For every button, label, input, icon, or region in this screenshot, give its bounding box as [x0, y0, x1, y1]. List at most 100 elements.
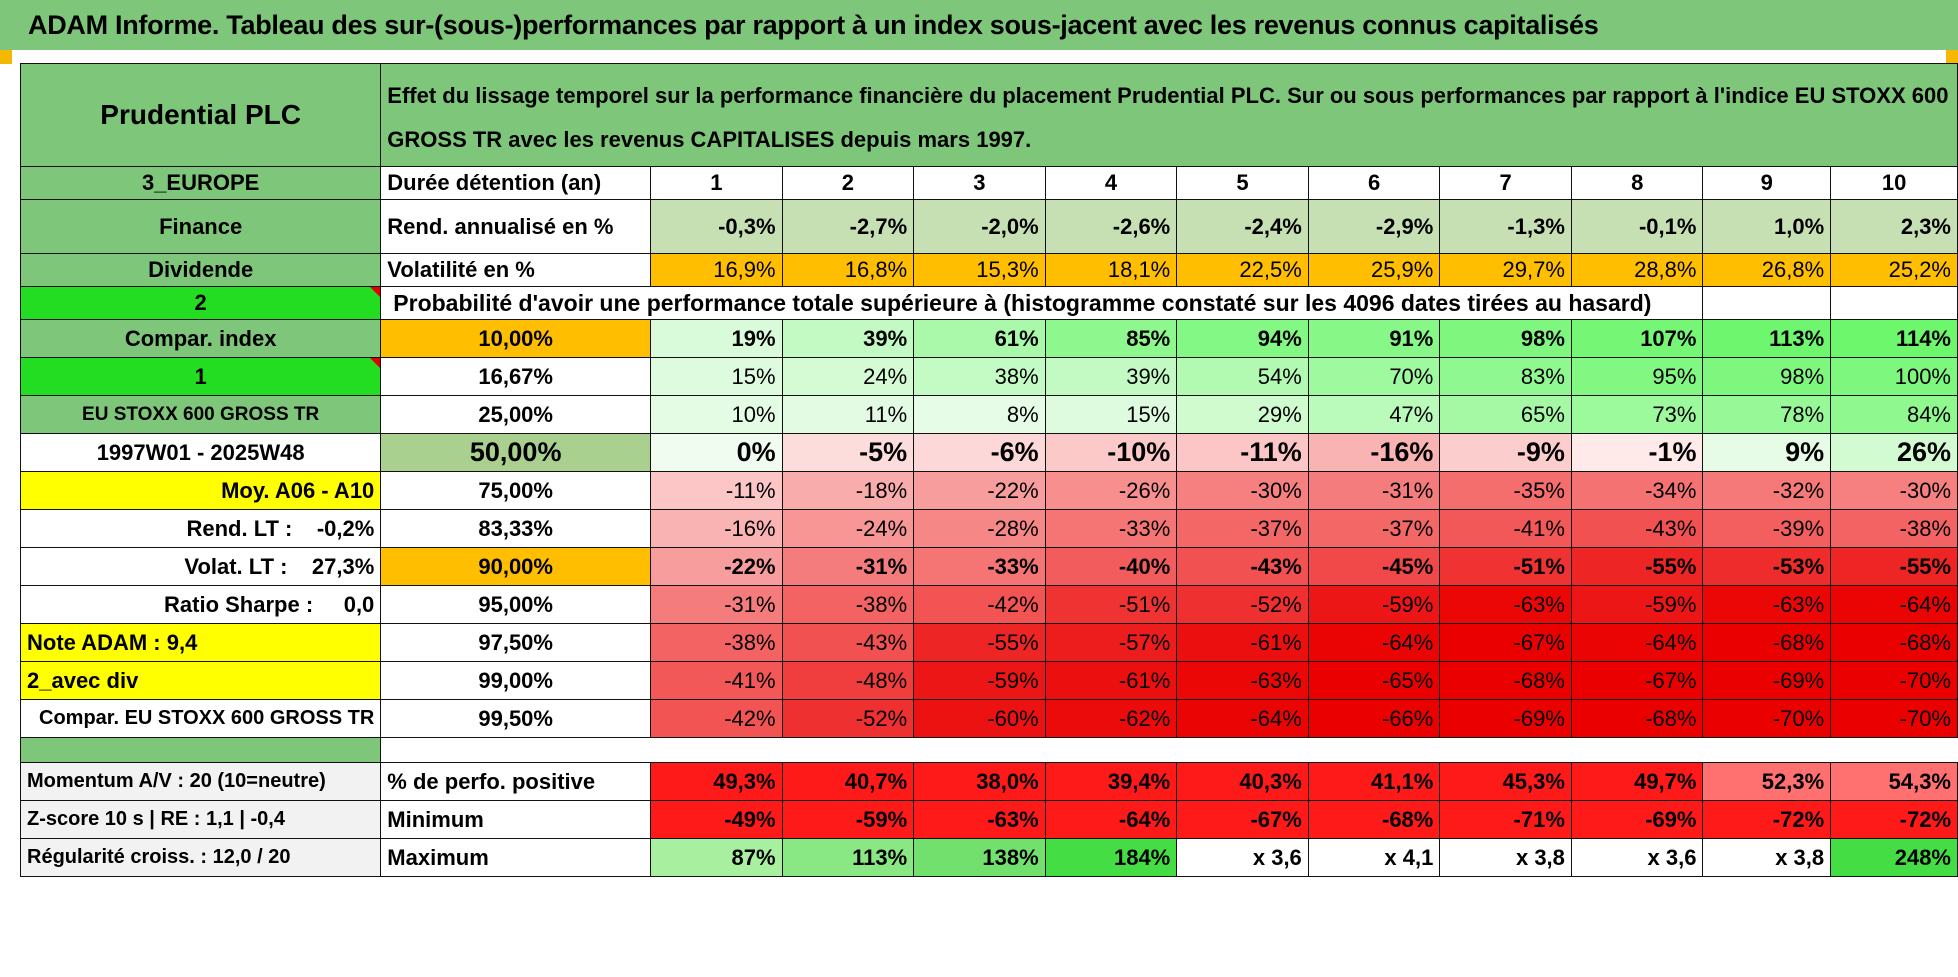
quantile-cell-4-7: -9%	[1439, 433, 1572, 472]
quantile-cell-11-8: -68%	[1570, 699, 1704, 738]
quantile-cell-8-2: -38%	[781, 585, 915, 624]
code-2: 1	[19, 357, 382, 396]
vol-cell-1: 16,9%	[650, 253, 783, 287]
vol-cell-10: 25,2%	[1830, 253, 1958, 287]
quantile-cell-10-5: -63%	[1176, 661, 1309, 700]
quantile-cell-6-7: -41%	[1439, 509, 1572, 548]
rend-lt-label: Rend. LT : -0,2%	[19, 509, 382, 548]
quantile-cell-4-6: -16%	[1307, 433, 1441, 472]
proba-empty-2	[1830, 286, 1958, 320]
quantile-cell-1-10: 114%	[1830, 319, 1958, 358]
quantile-cell-7-8: -55%	[1570, 547, 1704, 586]
quantile-cell-7-5: -43%	[1176, 547, 1309, 586]
rend-cell-10: 2,3%	[1830, 199, 1958, 254]
quantile-label-10: 99,00%	[380, 661, 652, 700]
sector-label: Finance	[19, 199, 382, 254]
quantile-cell-5-9: -32%	[1702, 471, 1832, 510]
quantile-cell-11-7: -69%	[1439, 699, 1572, 738]
quantile-row-3: EU STOXX 600 GROSS TR 25,00% 10% 11% 8% 15% 29…	[19, 395, 1958, 434]
quantile-cell-1-5: 94%	[1176, 319, 1309, 358]
quantile-cell-5-7: -35%	[1439, 471, 1572, 510]
quantile-cell-7-6: -45%	[1307, 547, 1441, 586]
quantile-row-2: 1 16,67% 15% 24% 38% 39% 54% 70% 83% 95% 98% 100%	[19, 357, 1958, 396]
period-label: 1997W01 - 2025W48	[19, 433, 382, 472]
pct-cell-8: 49,7%	[1570, 762, 1704, 801]
quantile-cell-9-7: -67%	[1439, 623, 1572, 662]
report-banner: ADAM Informe. Tableau des sur-(sous-)per…	[0, 0, 1958, 50]
quantile-cell-8-6: -59%	[1307, 585, 1441, 624]
quantile-cell-3-3: 8%	[913, 395, 1046, 434]
moy-label: Moy. A06 - A10	[19, 471, 382, 510]
spacer-row	[19, 737, 1958, 763]
avec-div-label: 2_avec div	[19, 661, 382, 700]
years-row: 3_EUROPE Durée détention (an) 1 2 3 4 5 6 7 8 9 10	[19, 166, 1958, 200]
year-header-10: 10	[1830, 166, 1958, 200]
quantile-cell-1-8: 107%	[1570, 319, 1704, 358]
quantile-cell-8-5: -52%	[1176, 585, 1309, 624]
min-cell-4: -64%	[1044, 800, 1178, 839]
year-header-2: 2	[781, 166, 915, 200]
quantile-cell-10-1: -41%	[650, 661, 783, 700]
quantile-label-1: 10,00%	[380, 319, 652, 358]
quantile-cell-1-4: 85%	[1044, 319, 1178, 358]
minimum-label: Minimum	[380, 800, 652, 839]
quantile-cell-10-2: -48%	[781, 661, 915, 700]
quantile-cell-2-2: 24%	[781, 357, 915, 396]
year-header-3: 3	[913, 166, 1046, 200]
quantile-cell-2-3: 38%	[913, 357, 1046, 396]
quantile-row-11: Compar. EU STOXX 600 GROSS TR 99,50% -42% -…	[19, 699, 1958, 738]
maximum-label: Maximum	[380, 838, 652, 877]
quantile-cell-3-10: 84%	[1830, 395, 1958, 434]
quantile-cell-8-8: -59%	[1570, 585, 1704, 624]
year-header-8: 8	[1570, 166, 1704, 200]
quantile-cell-6-5: -37%	[1176, 509, 1309, 548]
vol-cell-6: 25,9%	[1307, 253, 1441, 287]
min-cell-7: -71%	[1439, 800, 1572, 839]
min-cell-2: -59%	[781, 800, 915, 839]
max-cell-9: x 3,8	[1702, 838, 1832, 877]
quantile-cell-5-8: -34%	[1570, 471, 1704, 510]
proba-empty-1	[1702, 286, 1832, 320]
quantile-row-7: Volat. LT : 27,3% 90,00% -22% -31% -33% -40% -…	[19, 547, 1958, 586]
quantile-cell-9-8: -64%	[1570, 623, 1704, 662]
quantile-cell-9-3: -55%	[913, 623, 1046, 662]
max-cell-3: 138%	[913, 838, 1046, 877]
zscore-label: Z-score 10 s | RE : 1,1 | -0,4	[19, 800, 382, 839]
compar-index-label: Compar. index	[19, 319, 382, 358]
quantile-cell-8-1: -31%	[650, 585, 783, 624]
quantile-row-8: Ratio Sharpe : 0,0 95,00% -31% -38% -42% -51%…	[19, 585, 1958, 624]
quantile-label-9: 97,50%	[380, 623, 652, 662]
quantile-cell-8-7: -63%	[1439, 585, 1572, 624]
rend-cell-3: -2,0%	[913, 199, 1046, 254]
max-cell-8: x 3,6	[1570, 838, 1704, 877]
quantile-cell-6-4: -33%	[1044, 509, 1178, 548]
quantile-cell-2-10: 100%	[1830, 357, 1958, 396]
year-header-6: 6	[1307, 166, 1441, 200]
quantile-cell-7-9: -53%	[1702, 547, 1832, 586]
rend-cell-1: -0,3%	[650, 199, 783, 254]
quantile-cell-2-8: 95%	[1570, 357, 1704, 396]
quantile-cell-3-4: 15%	[1044, 395, 1178, 434]
quantile-cell-5-1: -11%	[650, 471, 783, 510]
quantile-cell-1-1: 19%	[650, 319, 783, 358]
quantile-cell-11-5: -64%	[1176, 699, 1309, 738]
pct-row: Momentum A/V : 20 (10=neutre)% de perfo.…	[19, 762, 1958, 801]
min-cell-5: -67%	[1176, 800, 1309, 839]
vol-cell-7: 29,7%	[1439, 253, 1572, 287]
quantile-label-2: 16,67%	[380, 357, 652, 396]
quantile-cell-11-1: -42%	[650, 699, 783, 738]
rend-label: Rend. annualisé en %	[380, 199, 652, 254]
quantile-cell-3-9: 78%	[1702, 395, 1832, 434]
vol-cell-4: 18,1%	[1044, 253, 1178, 287]
quantile-cell-6-6: -37%	[1307, 509, 1441, 548]
quantile-cell-7-2: -31%	[781, 547, 915, 586]
sharpe-label: Ratio Sharpe : 0,0	[19, 585, 382, 624]
year-header-5: 5	[1176, 166, 1309, 200]
quantile-cell-2-5: 54%	[1176, 357, 1309, 396]
quantile-cell-1-2: 39%	[781, 319, 915, 358]
pct-cell-10: 54,3%	[1830, 762, 1958, 801]
quantile-cell-4-9: 9%	[1702, 433, 1832, 472]
momentum-label: Momentum A/V : 20 (10=neutre)	[19, 762, 382, 801]
spacer-blank	[381, 738, 1958, 763]
quantile-cell-2-9: 98%	[1702, 357, 1832, 396]
